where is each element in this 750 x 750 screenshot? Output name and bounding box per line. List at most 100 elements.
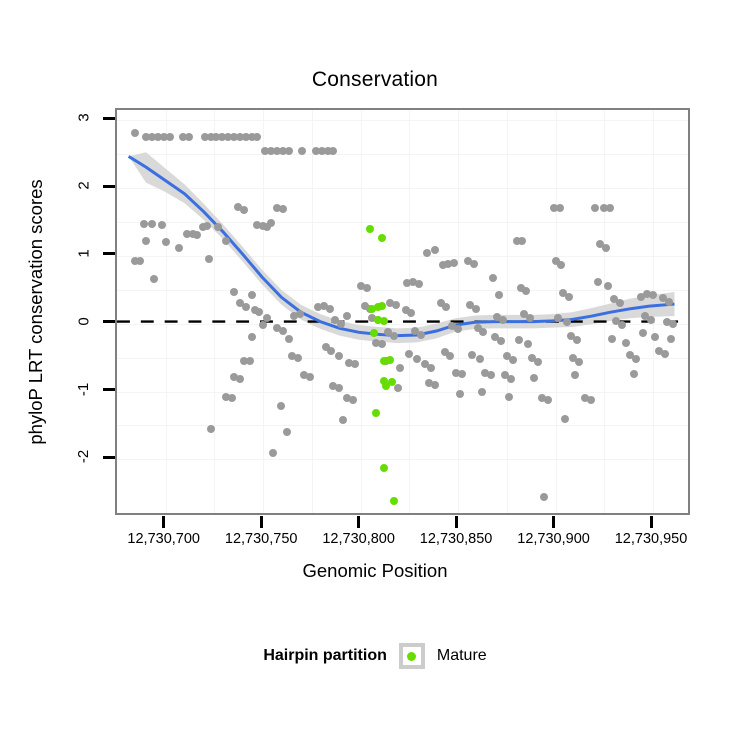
scatter-point-other [415,280,424,289]
scatter-point-other [140,220,149,228]
scatter-point-other [218,132,227,141]
scatter-point-other [649,291,657,300]
scatter-point-other [520,310,529,319]
scatter-point-other [245,357,254,365]
scatter-point-other [247,291,256,300]
gridline-vertical-minor [604,110,606,513]
scatter-point-other [590,204,599,213]
gridline-vertical [555,110,557,513]
scatter-point-other [179,132,188,141]
scatter-point-other [580,394,589,403]
scatter-point-other [202,222,211,230]
scatter-point-other [450,258,459,267]
scatter-point-other [313,303,322,312]
scatter-point-other [555,204,564,213]
scatter-point-other [192,230,201,239]
scatter-point-other [241,302,250,311]
scatter-point-other [456,390,465,399]
scatter-point-other [559,288,568,297]
scatter-point-other [278,205,287,213]
scatter-point-other [491,333,500,342]
scatter-point-other [284,147,293,156]
scatter-point-other [401,306,410,315]
scatter-point-mature [389,497,398,506]
x-tick-label: 12,730,850 [419,531,493,547]
scatter-point-other [438,261,447,270]
scatter-point-other [608,334,617,343]
scatter-point-other [327,346,336,355]
scatter-point-other [200,132,209,141]
scatter-point-other [161,237,170,246]
scatter-point-other [594,277,603,286]
y-tick-mark [103,252,115,256]
scatter-point-other [660,349,669,358]
scatter-point-other [339,416,348,424]
scatter-point-other [206,424,215,433]
x-tick-label: 12,730,700 [127,531,200,547]
y-axis-label: phyloP LRT conservation scores [25,178,46,445]
scatter-point-other [296,310,305,319]
y-tick-mark [103,388,115,391]
gridline-horizontal [117,188,688,189]
page-title: Conservation [311,68,439,91]
scatter-point-other [405,350,414,359]
scatter-point-other [148,220,157,228]
scatter-point-other [378,340,387,348]
scatter-point-other [130,129,139,138]
scatter-point-other [526,314,535,323]
legend: Hairpin partition Mature [0,643,750,669]
scatter-point-other [604,281,613,290]
y-tick-label: 0 [75,317,93,326]
gridline-vertical [165,110,167,513]
scatter-point-other [477,387,486,396]
scatter-point-other [284,334,293,343]
scatter-point-other [267,147,275,156]
scatter-point-other [600,204,609,213]
scatter-point-other [247,132,256,141]
confidence-ribbon [128,152,675,344]
scatter-point-other [272,147,281,156]
scatter-point-other [356,281,365,290]
scatter-point-other [239,357,248,365]
scatter-point-other [430,246,439,255]
scatter-point-other [306,372,314,381]
x-tick-label: 12,730,750 [224,531,298,547]
scatter-point-other [165,132,174,141]
scatter-point-other [290,311,299,320]
scatter-point-other [403,279,412,287]
scatter-point-other [617,321,626,329]
scatter-point-other [571,371,580,380]
scatter-point-other [261,147,270,156]
legend-key-mature[interactable] [398,643,425,669]
scatter-point-other [465,300,474,309]
scatter-point-other [222,392,231,401]
scatter-point-other [288,352,297,361]
scatter-point-other [228,394,236,403]
scatter-point-other [321,343,330,352]
scatter-point-other [647,315,656,324]
plot-panel [115,108,690,515]
scatter-point-other [337,319,346,328]
scatter-point-other [335,384,344,393]
scatter-point-other [666,334,675,343]
scatter-point-other [229,287,238,296]
scatter-point-other [247,333,256,342]
scatter-point-other [267,219,275,228]
scatter-point-other [413,354,422,363]
scatter-point-other [516,284,525,293]
scatter-point-other [637,292,646,301]
y-tick-label: 3 [75,113,93,122]
scatter-point-mature [378,234,387,243]
scatter-point-other [409,277,418,286]
scatter-point-other [331,316,340,325]
scatter-point-other [372,338,381,347]
scatter-point-other [385,299,394,308]
scatter-point-other [153,132,162,141]
scatter-point-other [440,348,449,357]
scatter-point-other [442,303,451,312]
scatter-point-other [563,318,572,327]
scatter-point-other [654,346,663,355]
scatter-point-other [421,360,429,369]
scatter-point-other [411,326,420,335]
